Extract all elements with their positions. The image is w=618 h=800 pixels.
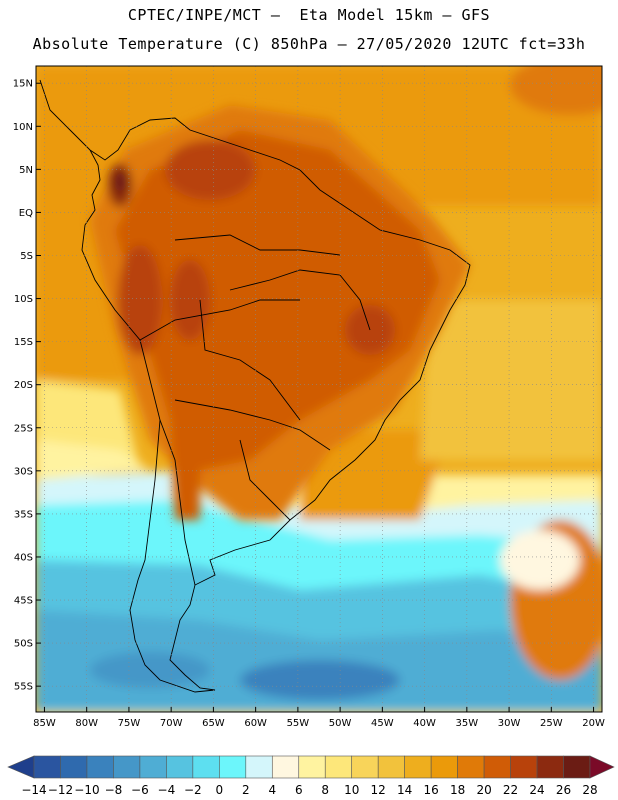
colorbar: −14 −12 −10 −8 −6 −4 −2 0 2 4 6 8 10 12 14 16 18 20 22 24 26… [7, 755, 615, 797]
colorbar-label: 6 [295, 783, 303, 797]
lon-tick-label: 20W [582, 718, 605, 729]
lat-tick-label: EQ [19, 208, 33, 219]
colorbar-swatch [536, 755, 564, 779]
lat-tick-labels: 15N 10N 5N EQ 5S 10S 15S 20S 25S 30S 35S 40S 45S 50S 5… [13, 79, 41, 693]
lat-tick-label: 30S [14, 466, 33, 477]
colorbar-label: 28 [582, 783, 597, 797]
colorbar-swatch [404, 755, 432, 779]
colorbar-label: 16 [424, 783, 439, 797]
colorbar-label: 8 [321, 783, 329, 797]
lat-tick-label: 5S [20, 251, 33, 262]
colorbar-label: 22 [503, 783, 518, 797]
lon-tick-label: 60W [244, 718, 267, 729]
colorbar-label: 24 [529, 783, 544, 797]
colorbar-swatch [113, 755, 141, 779]
coastline [39, 79, 471, 693]
lat-tick-label: 10N [13, 122, 33, 133]
colorbar-swatch [457, 755, 485, 779]
lat-tick-label: 40S [14, 552, 33, 563]
colorbar-swatch [60, 755, 88, 779]
lon-tick-label: 50W [329, 718, 352, 729]
colorbar-swatch [351, 755, 379, 779]
lon-tick-label: 70W [160, 718, 183, 729]
colorbar-label: 2 [242, 783, 250, 797]
colorbar-label: 26 [556, 783, 571, 797]
colorbar-swatch [271, 755, 300, 779]
lon-tick-label: 45W [371, 718, 394, 729]
lat-tick-label: 35S [14, 509, 33, 520]
lat-tick-label: 55S [14, 682, 33, 693]
colorbar-label: 14 [397, 783, 412, 797]
colorbar-swatch [324, 755, 353, 779]
colorbar-swatch [33, 755, 61, 779]
colorbar-label: 12 [371, 783, 386, 797]
colorbar-label: 4 [268, 783, 276, 797]
colorbar-swatch [166, 755, 194, 779]
map-frame [35, 65, 603, 713]
lat-tick-label: 20S [14, 380, 33, 391]
colorbar-swatch [563, 755, 591, 779]
lat-tick-label: 45S [14, 596, 33, 607]
colorbar-arrow-low [7, 755, 35, 779]
lat-tick-label: 15N [13, 79, 33, 90]
colorbar-label: 10 [344, 783, 359, 797]
lon-tick-label: 75W [118, 718, 141, 729]
lon-tick-label: 55W [287, 718, 310, 729]
colorbar-label: −10 [74, 783, 99, 797]
lon-tick-label: 40W [413, 718, 436, 729]
colorbar-swatch [219, 755, 247, 779]
chart-title: CPTEC/INPE/MCT – Eta Model 15km – GFS [127, 6, 491, 24]
lat-tick-label: 15S [14, 337, 33, 348]
temperature-field [36, 66, 602, 712]
colorbar-label: 20 [476, 783, 491, 797]
lat-tick-label: 10S [14, 294, 33, 305]
lon-tick-label: 65W [202, 718, 225, 729]
colorbar-swatch [86, 755, 114, 779]
colorbar-label: −4 [158, 783, 176, 797]
lon-tick-label: 25W [540, 718, 563, 729]
colorbar-label: −2 [184, 783, 202, 797]
colorbar-swatch [430, 755, 458, 779]
colorbar-swatch [245, 755, 273, 779]
lon-tick-label: 30W [498, 718, 521, 729]
lon-tick-label: 35W [456, 718, 479, 729]
colorbar-swatch [377, 755, 405, 779]
colorbar-label: −6 [131, 783, 149, 797]
colorbar-swatch [192, 755, 220, 779]
colorbar-label: −12 [48, 783, 73, 797]
chart-subtitle: Absolute Temperature (C) 850hPa – 27/05/… [32, 35, 586, 53]
lon-tick-labels: 85W 80W 75W 70W 65W 60W 55W 50W 45W 40W 35W 30W 25W 2… [33, 707, 605, 729]
colorbar-swatch [298, 755, 326, 779]
colorbar-label: 18 [450, 783, 465, 797]
colorbar-swatch [483, 755, 511, 779]
colorbar-label: 0 [216, 783, 224, 797]
colorbar-swatch [510, 755, 538, 779]
lon-tick-label: 85W [33, 718, 56, 729]
lon-tick-label: 80W [75, 718, 98, 729]
colorbar-swatch [139, 755, 167, 779]
lat-tick-label: 5N [19, 165, 33, 176]
lat-tick-label: 50S [14, 639, 33, 650]
colorbar-label: −8 [105, 783, 123, 797]
lat-tick-label: 25S [14, 423, 33, 434]
colorbar-label: −14 [21, 783, 46, 797]
colorbar-arrow-high [589, 755, 615, 779]
